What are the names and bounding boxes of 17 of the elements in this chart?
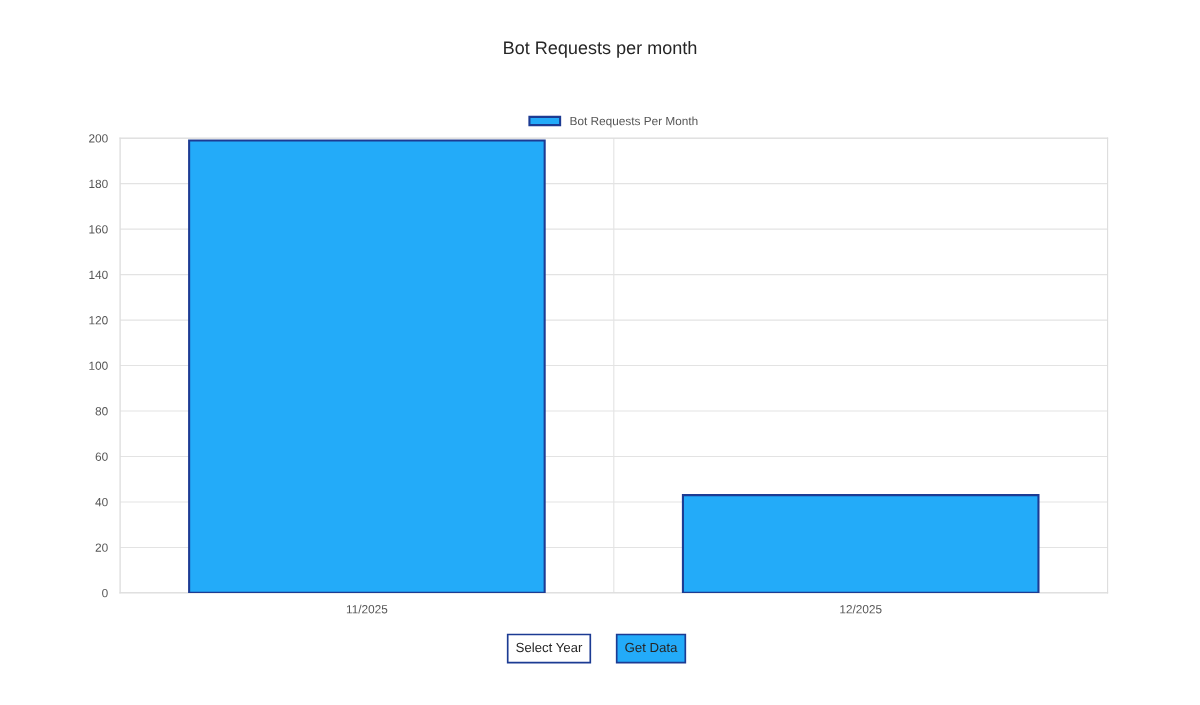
y-tick-label: 20: [95, 543, 108, 552]
x-tick-label: 12/2025: [840, 604, 882, 614]
text: Select Year: [516, 642, 583, 653]
x-tick-label: 11/2025: [346, 604, 388, 614]
y-tick-label: 200: [89, 134, 108, 143]
text: Get Data: [625, 642, 678, 653]
y-tick-label: 160: [89, 225, 108, 234]
y-tick-label: 180: [89, 179, 108, 189]
y-tick-label: 120: [89, 316, 108, 325]
y-tick-label: 100: [89, 361, 108, 370]
y-tick-label: 80: [95, 407, 108, 416]
chart-title: Bot Requests per month: [504, 40, 697, 58]
y-tick-label: 60: [95, 452, 108, 461]
legend-label: Bot Requests Per Month: [570, 116, 698, 128]
y-tick-label: 40: [95, 497, 108, 507]
y-tick-label: 0: [102, 588, 108, 598]
y-tick-label: 140: [89, 270, 108, 279]
